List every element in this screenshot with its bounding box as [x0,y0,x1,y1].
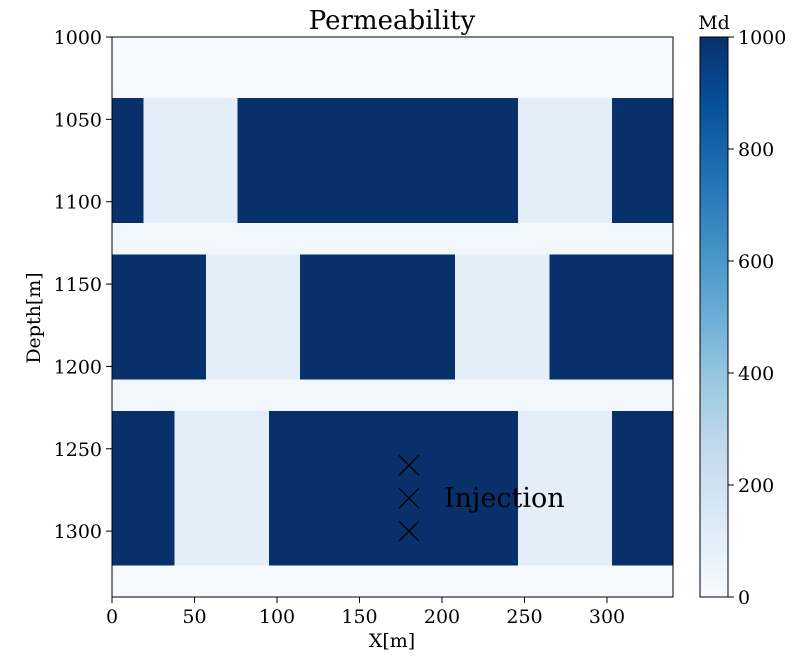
heatmap-cells [112,37,673,597]
heatmap-cell [300,254,456,380]
y-tick-label: 1300 [54,521,102,543]
injection-marker [398,487,420,509]
x-tick-label: 200 [424,606,460,628]
y-tick: 1150 [54,274,112,296]
x-axis-ticks: 0 50 100 150 200 250 300 [106,597,625,628]
colorbar-tick-label: 1000 [738,27,786,49]
y-axis-ticks: 1000 1050 1100 1150 1200 1250 1300 [54,27,112,543]
x-tick: 50 [182,597,207,628]
x-tick: 100 [259,597,295,628]
x-tick-label: 250 [506,606,542,628]
injection-marker [398,520,420,542]
colorbar-ticks: 0 200 400 600 800 1000 [728,27,786,609]
heatmap-cell [112,97,144,224]
heatmap-cell [611,97,673,224]
colorbar-tick: 400 [728,363,774,385]
y-tick: 1200 [54,356,112,378]
x-tick: 150 [341,597,378,628]
x-tick-label: 300 [589,606,625,628]
heatmap-cell [112,379,673,411]
x-tick: 250 [506,597,543,628]
y-tick: 1300 [54,521,112,543]
y-tick-label: 1100 [54,192,102,214]
heatmap-cell [268,410,518,566]
heatmap-cell [112,37,673,98]
colorbar-tick-label: 600 [738,251,774,273]
colorbar-tick: 200 [728,475,774,497]
y-tick-label: 1200 [54,356,102,378]
annotations: Injection [444,483,565,514]
annotation-label: Injection [444,483,565,514]
x-tick-label: 50 [182,606,206,628]
heatmap-cell [237,97,518,224]
colorbar-tick-label: 400 [738,363,774,385]
plot-frame [111,36,674,598]
heatmap-cell [112,565,673,597]
y-tick: 1000 [54,27,112,49]
y-tick-label: 1150 [54,274,102,296]
heatmap-cell [112,410,175,566]
y-tick-label: 1000 [54,27,102,49]
y-tick-label: 1050 [54,109,102,131]
heatmap-cell [517,410,612,566]
x-axis-label: X[m] [369,630,415,652]
heatmap-cell [611,410,673,566]
heatmap-cell [112,254,207,380]
x-tick: 200 [424,597,460,628]
heatmap-cell [549,254,673,380]
y-tick: 1250 [54,439,112,461]
colorbar-tick: 800 [728,139,774,161]
x-tick-label: 100 [259,606,295,628]
y-axis-label: Depth[m] [23,272,45,363]
colorbar-tick: 0 [728,587,750,609]
y-tick: 1100 [54,192,112,214]
injection-marker [398,454,420,476]
x-tick-label: 0 [106,606,118,628]
colorbar-tick: 600 [728,251,774,273]
chart-title: Permeability [309,6,476,36]
y-tick: 1050 [54,109,112,131]
colorbar-tick-label: 800 [738,139,774,161]
colorbar-label: Md [698,12,730,34]
heatmap-cell [455,254,550,380]
colorbar-tick-label: 200 [738,475,774,497]
heatmap-cell [112,223,673,255]
y-tick-label: 1250 [54,439,102,461]
x-tick: 0 [106,597,118,628]
heatmap-cell [143,97,238,224]
heatmap-cell [517,97,612,224]
colorbar-tick: 1000 [728,27,786,49]
heatmap-cell [206,254,301,380]
colorbar-tick-label: 0 [738,587,750,609]
x-tick: 300 [589,597,625,628]
x-tick-label: 150 [341,606,377,628]
heatmap-cell [174,410,269,566]
injection-markers [398,454,420,542]
colorbar [699,36,729,598]
